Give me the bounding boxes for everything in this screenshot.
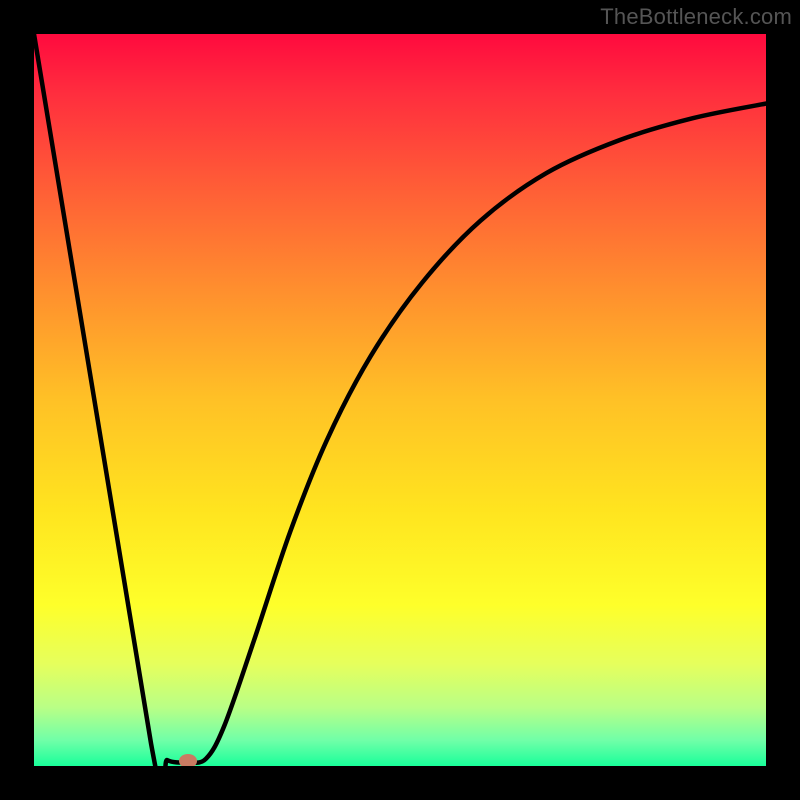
bottleneck-curve-path bbox=[34, 34, 766, 766]
minimum-marker bbox=[179, 754, 197, 766]
plot-area bbox=[34, 34, 766, 766]
curve-svg bbox=[34, 34, 766, 766]
chart-frame: TheBottleneck.com bbox=[0, 0, 800, 800]
watermark-text: TheBottleneck.com bbox=[600, 4, 792, 30]
